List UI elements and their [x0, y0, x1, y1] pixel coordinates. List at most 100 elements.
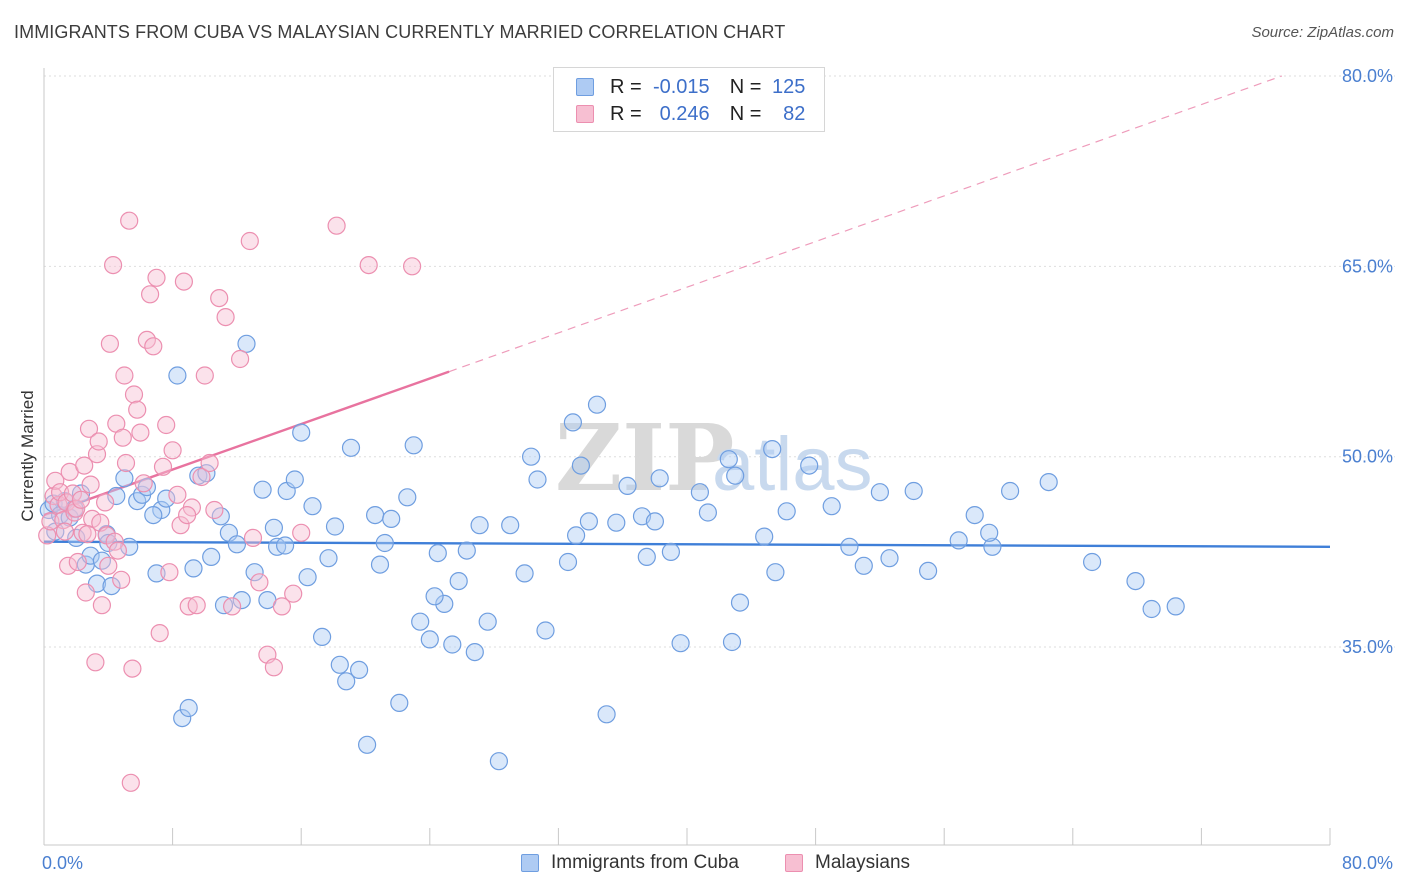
point-cuba	[370, 555, 390, 574]
point-cuba	[566, 526, 586, 545]
correlation-legend: R = -0.015 N = 125 R = 0.246 N = 82	[553, 67, 825, 132]
point-malaysians	[100, 334, 120, 353]
point-malaysians	[75, 456, 94, 475]
point-cuba	[1039, 473, 1058, 492]
point-malaysians	[46, 471, 65, 490]
point-cuba	[350, 660, 369, 680]
point-cuba	[313, 627, 332, 647]
point-cuba	[102, 576, 121, 596]
point-malaysians	[108, 541, 128, 560]
point-cuba	[501, 516, 520, 535]
point-malaysians	[163, 441, 182, 460]
point-cuba	[1142, 599, 1161, 619]
series-name-malaysians: Malaysians	[815, 852, 911, 873]
point-cuba	[411, 612, 430, 631]
point-cuba	[292, 423, 311, 442]
point-cuba	[253, 480, 272, 499]
point-cuba	[465, 642, 484, 662]
point-malaysians	[195, 366, 214, 385]
point-cuba	[325, 517, 345, 536]
point-cuba	[521, 447, 541, 466]
point-malaysians	[113, 428, 132, 447]
point-malaysians	[123, 659, 142, 678]
point-cuba	[179, 698, 198, 718]
point-malaysians	[292, 523, 311, 542]
point-cuba	[1000, 481, 1020, 501]
tick-labels: 80.0% 65.0% 50.0% 35.0% 0.0% 80.0%	[42, 66, 1393, 873]
point-malaysians	[157, 415, 176, 435]
point-cuba	[719, 450, 738, 469]
point-cuba	[168, 366, 187, 385]
axes	[43, 68, 1331, 846]
point-cuba	[375, 533, 394, 553]
point-malaysians	[144, 337, 163, 356]
point-cuba	[515, 564, 534, 583]
point-cuba	[698, 503, 718, 522]
legend-swatch-blue	[576, 78, 594, 96]
point-cuba	[232, 590, 251, 610]
point-cuba	[107, 486, 126, 506]
point-cuba	[428, 543, 447, 563]
point-cuba	[276, 536, 295, 555]
point-cuba	[319, 549, 338, 568]
x-tick-label: 0.0%	[42, 853, 83, 873]
point-malaysians	[205, 500, 224, 520]
point-malaysians	[243, 528, 263, 548]
point-malaysians	[134, 474, 153, 493]
point-cuba	[157, 489, 176, 508]
point-cuba	[298, 568, 317, 587]
chart-title: IMMIGRANTS FROM CUBA VS MALAYSIAN CURREN…	[14, 22, 786, 42]
point-malaysians	[95, 493, 115, 512]
point-malaysians	[38, 526, 57, 545]
point-malaysians	[200, 453, 219, 473]
point-cuba	[904, 481, 923, 501]
point-cuba	[443, 635, 462, 654]
legend-swatch-pink	[576, 105, 594, 123]
point-malaysians	[89, 432, 108, 451]
trend-lines	[43, 75, 1331, 548]
series-legend-malaysians: Malaysians	[785, 852, 910, 874]
point-malaysians	[168, 485, 187, 504]
point-malaysians	[131, 423, 150, 442]
legend-n-value: 82	[783, 102, 806, 125]
point-malaysians	[81, 475, 100, 494]
point-cuba	[528, 470, 547, 489]
point-malaysians	[58, 556, 78, 575]
point-cuba	[587, 395, 607, 414]
watermark-atlas: atlas	[712, 422, 873, 507]
point-cuba	[366, 505, 385, 525]
point-malaysians	[41, 512, 60, 531]
point-cuba	[571, 456, 591, 475]
point-malaysians	[147, 268, 166, 287]
point-cuba	[607, 513, 626, 532]
point-cuba	[722, 632, 742, 652]
point-cuba	[435, 594, 454, 614]
point-cuba	[661, 542, 681, 562]
point-cuba	[147, 564, 166, 583]
point-cuba	[237, 334, 256, 353]
data-points	[38, 211, 1185, 792]
point-cuba	[457, 541, 476, 560]
legend-r-value: -0.015	[652, 75, 710, 98]
point-malaysians	[174, 272, 193, 291]
point-malaysians	[68, 552, 87, 572]
point-cuba	[671, 634, 690, 653]
point-cuba	[690, 483, 710, 502]
point-malaysians	[67, 499, 86, 518]
point-cuba	[980, 523, 999, 542]
point-cuba	[618, 476, 637, 495]
point-cuba	[1082, 552, 1102, 572]
point-malaysians	[171, 516, 190, 535]
point-cuba	[449, 571, 468, 591]
point-cuba	[398, 488, 417, 507]
point-cuba	[726, 466, 745, 485]
point-malaysians	[153, 457, 173, 476]
point-cuba	[227, 535, 246, 554]
point-cuba	[99, 533, 118, 553]
y-tick-label: 65.0%	[1342, 256, 1393, 276]
point-malaysians	[216, 308, 235, 327]
point-cuba	[390, 693, 409, 713]
point-malaysians	[403, 257, 422, 276]
point-malaysians	[78, 524, 97, 544]
